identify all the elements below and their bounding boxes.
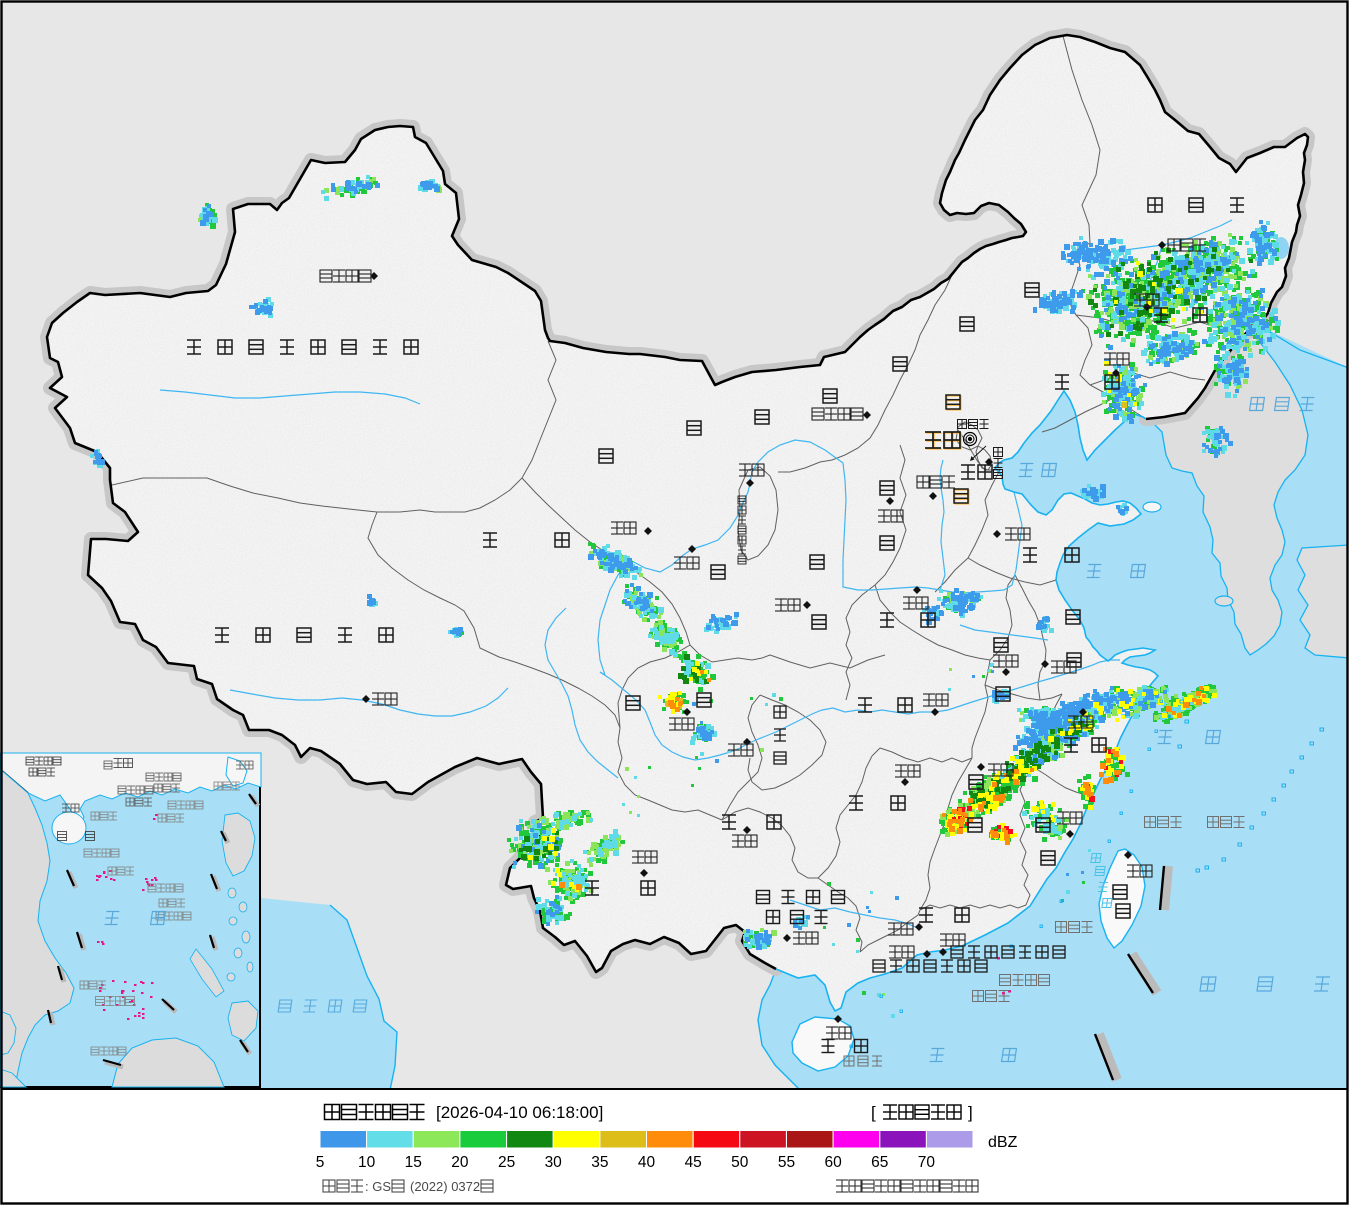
svg-text:[2026-04-10 06:18:00]: [2026-04-10 06:18:00] [436, 1103, 603, 1122]
svg-text:60: 60 [824, 1154, 842, 1171]
svg-text:dBZ: dBZ [988, 1134, 1018, 1151]
svg-text:50: 50 [731, 1154, 749, 1171]
svg-text:25: 25 [498, 1154, 515, 1171]
svg-text:5: 5 [316, 1154, 325, 1171]
svg-text:[: [ [871, 1103, 876, 1122]
svg-text:65: 65 [871, 1154, 888, 1171]
svg-text:: GS: : GS [365, 1179, 391, 1194]
svg-text:35: 35 [591, 1154, 608, 1171]
svg-text:]: ] [968, 1103, 973, 1122]
svg-text:40: 40 [638, 1154, 656, 1171]
svg-text:10: 10 [358, 1154, 376, 1171]
svg-text:15: 15 [405, 1154, 422, 1171]
svg-text:70: 70 [918, 1154, 936, 1171]
svg-text:45: 45 [685, 1154, 702, 1171]
svg-text:20: 20 [451, 1154, 469, 1171]
svg-text:30: 30 [545, 1154, 563, 1171]
svg-text:(2022) 0372: (2022) 0372 [410, 1179, 480, 1194]
svg-text:55: 55 [778, 1154, 795, 1171]
